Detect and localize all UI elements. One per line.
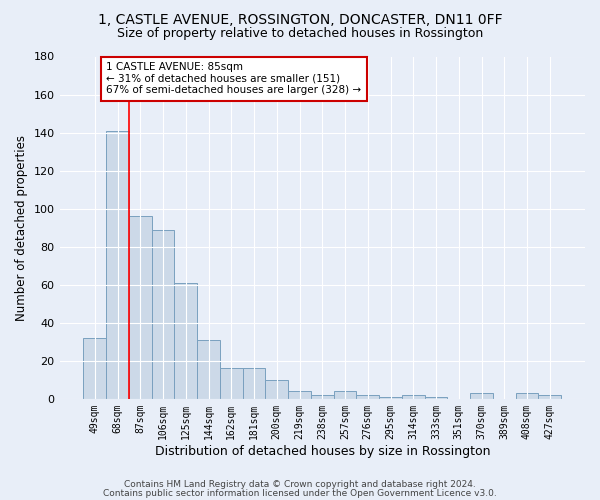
Bar (402, 395, 425, 399)
Bar (425, 397, 448, 399)
Bar (379, 397, 402, 399)
Bar (106, 130, 129, 399)
Bar (83, 338, 106, 399)
Text: 1, CASTLE AVENUE, ROSSINGTON, DONCASTER, DN11 0FF: 1, CASTLE AVENUE, ROSSINGTON, DONCASTER,… (98, 12, 502, 26)
Text: Size of property relative to detached houses in Rossington: Size of property relative to detached ho… (117, 28, 483, 40)
Bar (334, 391, 356, 399)
Bar (265, 380, 288, 399)
Bar (311, 395, 334, 399)
X-axis label: Distribution of detached houses by size in Rossington: Distribution of detached houses by size … (155, 444, 490, 458)
Bar (515, 393, 538, 399)
Text: Contains public sector information licensed under the Open Government Licence v3: Contains public sector information licen… (103, 488, 497, 498)
Text: Contains HM Land Registry data © Crown copyright and database right 2024.: Contains HM Land Registry data © Crown c… (124, 480, 476, 489)
Bar (129, 216, 152, 399)
Bar (288, 391, 311, 399)
Text: 1 CASTLE AVENUE: 85sqm
← 31% of detached houses are smaller (151)
67% of semi-de: 1 CASTLE AVENUE: 85sqm ← 31% of detached… (106, 62, 361, 96)
Bar (356, 395, 379, 399)
Bar (220, 368, 242, 399)
Y-axis label: Number of detached properties: Number of detached properties (15, 134, 28, 320)
Bar (538, 395, 561, 399)
Bar (242, 368, 265, 399)
Bar (197, 340, 220, 399)
Bar (175, 283, 197, 399)
Bar (152, 230, 175, 399)
Bar (470, 393, 493, 399)
